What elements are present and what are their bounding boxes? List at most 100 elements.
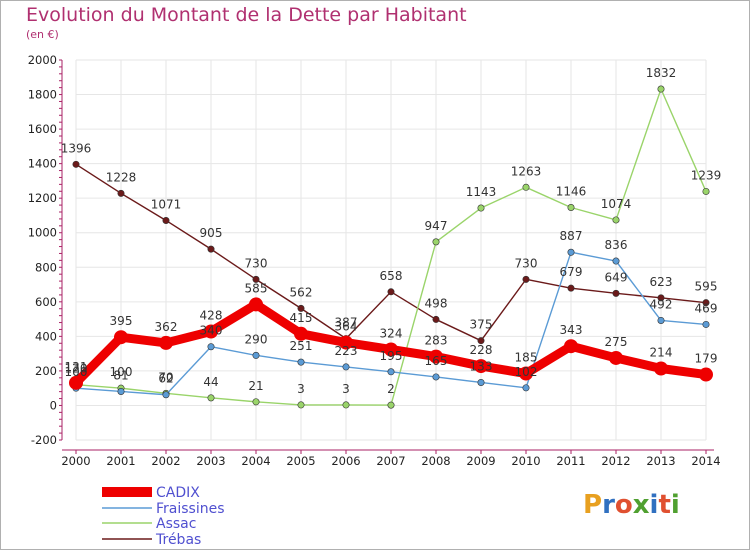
data-label-cadix: 585 [245,281,268,295]
legend-label-fraissines: Fraissines [156,501,225,517]
y-tick-label: 1600 [28,122,57,136]
data-label-assac: 1832 [646,66,677,80]
data-point-trebas [387,288,395,296]
x-tick-label: 2001 [106,454,135,468]
data-point-trebas [432,315,440,323]
data-point-assac [252,398,260,406]
data-point-cadix [114,330,128,345]
data-point-fraissines [297,358,305,366]
data-label-assac: 3 [297,382,305,396]
data-label-fraissines: 81 [113,368,128,382]
data-point-cadix [249,297,263,312]
y-tick-label: 1200 [28,191,57,205]
data-point-trebas [72,160,80,168]
data-label-cadix: 283 [425,334,448,348]
data-label-fraissines: 223 [335,344,358,358]
data-label-assac: 2 [387,382,395,396]
data-point-cadix [204,324,218,339]
data-label-assac: 70 [158,370,173,384]
logo-letter: i [670,490,680,520]
y-tick-label: 1400 [28,157,57,171]
data-label-trebas: 562 [290,285,313,299]
y-tick-label: 600 [35,295,57,309]
data-label-fraissines: 836 [605,238,628,252]
data-label-fraissines: 195 [380,349,403,363]
x-tick-label: 2011 [556,454,585,468]
data-point-assac [297,401,305,409]
x-tick-label: 2002 [151,454,180,468]
data-point-fraissines [387,368,395,376]
data-label-assac: 3 [342,382,350,396]
y-tick-label: 400 [35,329,57,343]
x-tick-label: 2005 [286,454,315,468]
y-tick-label: -200 [31,433,57,447]
proxiti-logo: Proxiti [583,490,680,520]
data-label-trebas: 1228 [106,170,137,184]
data-label-fraissines: 492 [650,297,673,311]
data-point-cadix [699,367,713,382]
data-label-assac: 100 [110,365,133,379]
x-tick-label: 2003 [196,454,225,468]
data-point-cadix [159,335,173,350]
data-label-trebas: 595 [695,280,718,294]
data-point-cadix [564,339,578,354]
data-point-assac [567,204,575,212]
y-tick-label: 2000 [28,53,57,67]
data-label-assac: 21 [248,379,263,393]
data-label-cadix: 324 [380,326,403,340]
y-tick-label: 1800 [28,88,57,102]
y-tick-label: 800 [35,260,57,274]
data-label-cadix: 395 [110,314,133,328]
data-point-cadix [654,361,668,376]
data-point-trebas [297,304,305,312]
data-point-trebas [612,289,620,297]
data-label-fraissines: 251 [290,339,313,353]
x-tick-label: 2000 [61,454,90,468]
chart-title: Evolution du Montant de la Dette par Hab… [26,4,467,26]
data-point-fraissines [702,320,710,328]
data-point-fraissines [117,387,125,395]
logo-letter: P [583,490,603,520]
x-tick-label: 2013 [646,454,675,468]
data-point-fraissines [162,391,170,399]
data-label-fraissines: 62 [158,372,173,386]
data-label-fraissines: 100 [65,365,88,379]
data-point-cadix [339,335,353,350]
data-label-assac: 120 [65,362,88,376]
data-label-cadix: 364 [335,320,358,334]
y-tick-label: 0 [50,398,57,412]
data-point-trebas [477,337,485,345]
legend-label-trebas: Trébas [155,532,201,548]
data-point-trebas [117,189,125,197]
logo-letter: i [649,490,659,520]
data-point-fraissines [342,363,350,371]
data-label-trebas: 623 [650,275,673,289]
data-label-cadix: 214 [650,345,673,359]
data-point-cadix [384,342,398,357]
data-point-assac [522,183,530,191]
data-point-fraissines [612,257,620,265]
x-tick-label: 2008 [421,454,450,468]
data-label-cadix: 415 [290,311,313,325]
data-label-assac: 1263 [511,164,542,178]
data-point-cadix [474,359,488,374]
data-point-assac [657,85,665,93]
data-label-fraissines: 887 [560,229,583,243]
data-point-trebas [657,294,665,302]
data-point-assac [702,187,710,195]
data-point-trebas [522,275,530,283]
data-label-cadix: 428 [200,309,223,323]
data-label-trebas: 375 [470,318,493,332]
data-label-fraissines: 165 [425,354,448,368]
data-point-assac [387,401,395,409]
legend-label-assac: Assac [156,516,196,532]
data-point-trebas [702,299,710,307]
data-point-cadix [609,350,623,365]
data-point-assac [612,216,620,224]
x-tick-label: 2010 [511,454,540,468]
data-label-fraissines: 340 [200,324,223,338]
data-point-assac [432,238,440,246]
data-label-cadix: 185 [515,351,538,365]
data-label-trebas: 730 [245,256,268,270]
x-tick-label: 2012 [601,454,630,468]
